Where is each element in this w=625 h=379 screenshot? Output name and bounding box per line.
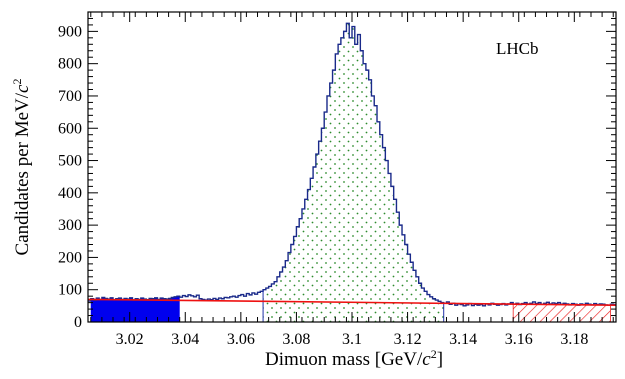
y-axis-title: Candidates per MeV/c2	[10, 79, 33, 256]
x-tick-label: 3.16	[505, 331, 533, 348]
signal-region-fill	[263, 23, 444, 322]
axis-tick-labels: 3.02 3.04 3.06 3.08 3.1 3.12 3.14 3.16 3.18 0 100 2…	[58, 23, 588, 348]
axis-ticks	[88, 12, 616, 323]
y-tick-label: 200	[58, 249, 82, 266]
y-tick-label: 900	[58, 23, 82, 40]
lhcb-label: LHCb	[496, 39, 539, 58]
y-tick-label: 500	[58, 153, 82, 170]
x-tick-label: 3.1	[342, 331, 362, 348]
y-tick-label: 300	[58, 217, 82, 234]
signal-region-boundaries	[262, 289, 445, 322]
signal-region-dots	[263, 23, 444, 322]
y-tick-label: 400	[58, 185, 82, 202]
x-tick-label: 3.02	[116, 331, 144, 348]
y-tick-label: 800	[58, 56, 82, 73]
background-fit-line	[88, 298, 616, 307]
y-tick-label: 0	[74, 314, 82, 331]
y-tick-label: 600	[58, 120, 82, 137]
x-tick-label: 3.18	[560, 331, 588, 348]
x-tick-label: 3.06	[227, 331, 255, 348]
x-tick-label: 3.12	[394, 331, 422, 348]
x-axis-title: Dimuon mass [GeV/c2]	[265, 347, 443, 370]
y-tick-label: 700	[58, 88, 82, 105]
x-tick-label: 3.08	[282, 331, 310, 348]
left-sideband-fill	[90, 296, 180, 322]
y-tick-label: 100	[58, 282, 82, 299]
x-tick-label: 3.04	[171, 331, 199, 348]
plot-area	[88, 22, 616, 322]
x-tick-label: 3.14	[449, 331, 477, 348]
